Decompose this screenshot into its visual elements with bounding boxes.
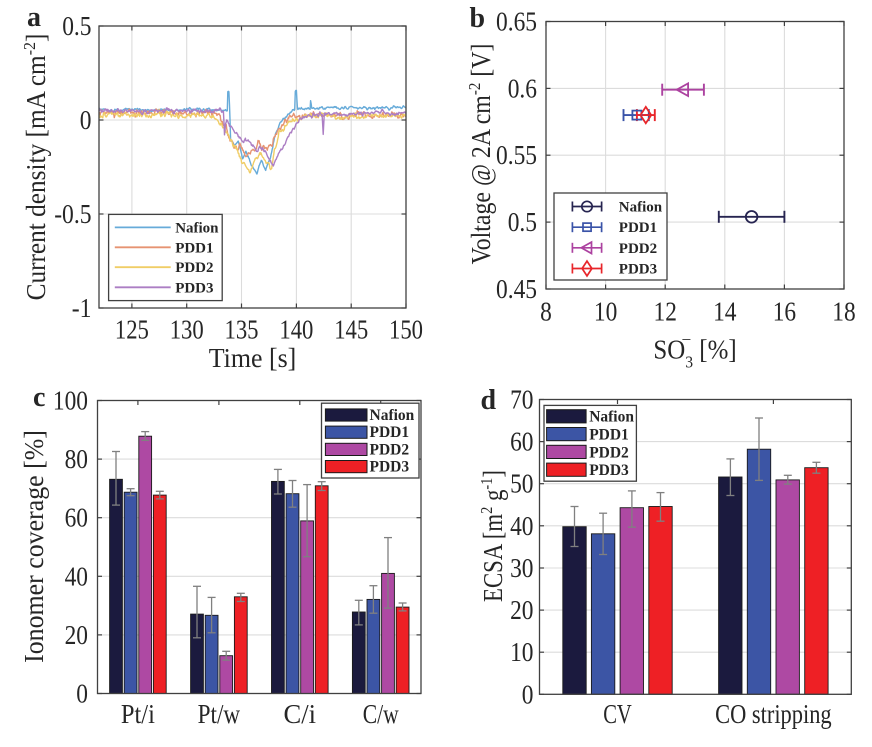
svg-text:20: 20: [510, 595, 533, 625]
svg-text:PDD2: PDD2: [175, 260, 213, 276]
svg-text:30: 30: [510, 553, 533, 583]
svg-text:Nafion: Nafion: [589, 409, 634, 426]
svg-text:50: 50: [510, 469, 533, 499]
svg-text:C/w: C/w: [363, 699, 399, 729]
svg-text:PDD2: PDD2: [370, 441, 410, 458]
svg-text:80: 80: [65, 444, 88, 474]
svg-text:10: 10: [594, 297, 617, 327]
svg-text:20: 20: [65, 620, 88, 650]
svg-text:Ionomer coverage [%]: Ionomer coverage [%]: [19, 430, 50, 663]
svg-text:12: 12: [654, 297, 677, 327]
svg-text:Voltage @ 2A cm-2 [V]: Voltage @ 2A cm-2 [V]: [466, 44, 497, 265]
svg-text:Nafion: Nafion: [619, 200, 663, 216]
svg-text:PDD1: PDD1: [175, 240, 213, 256]
svg-text:CO stripping: CO stripping: [715, 699, 832, 729]
svg-text:0: 0: [522, 679, 534, 709]
svg-text:PDD1: PDD1: [589, 427, 629, 444]
svg-text:150: 150: [389, 315, 423, 345]
svg-text:100: 100: [53, 386, 88, 416]
svg-text:16: 16: [773, 297, 796, 327]
svg-text:Pt/i: Pt/i: [121, 699, 155, 729]
svg-text:0.45: 0.45: [496, 274, 537, 304]
svg-text:40: 40: [510, 511, 533, 541]
svg-text:0: 0: [76, 679, 88, 709]
svg-text:60: 60: [510, 427, 533, 457]
svg-text:CV: CV: [603, 699, 632, 729]
svg-text:PDD3: PDD3: [589, 462, 629, 479]
svg-text:0.5: 0.5: [62, 11, 91, 41]
svg-text:PDD3: PDD3: [370, 459, 410, 476]
svg-text:-1: -1: [72, 293, 92, 323]
svg-text:a: a: [27, 2, 41, 33]
svg-text:60: 60: [65, 503, 88, 533]
svg-text:SO3– [%]: SO3– [%]: [653, 328, 736, 372]
svg-text:Nafion: Nafion: [175, 220, 219, 236]
svg-text:PDD1: PDD1: [619, 220, 657, 236]
svg-text:10: 10: [510, 637, 533, 667]
svg-text:ECSA [m2 g-1]: ECSA [m2 g-1]: [478, 470, 509, 602]
svg-text:135: 135: [225, 315, 259, 345]
svg-text:8: 8: [540, 297, 552, 327]
svg-text:130: 130: [170, 315, 204, 345]
svg-text:18: 18: [832, 297, 855, 327]
svg-text:Nafion: Nafion: [370, 407, 415, 424]
svg-text:d: d: [481, 385, 497, 416]
svg-text:PDD3: PDD3: [619, 262, 657, 278]
svg-text:PDD2: PDD2: [589, 444, 629, 461]
svg-text:C/i: C/i: [284, 699, 317, 729]
svg-text:c: c: [33, 382, 45, 413]
svg-text:-0.5: -0.5: [54, 199, 91, 229]
svg-text:PDD2: PDD2: [619, 241, 657, 257]
svg-text:40: 40: [65, 561, 88, 591]
svg-text:125: 125: [115, 315, 149, 345]
svg-text:PDD3: PDD3: [175, 280, 213, 296]
svg-text:Pt/w: Pt/w: [198, 699, 241, 729]
svg-text:b: b: [470, 3, 486, 34]
svg-text:Time [s]: Time [s]: [209, 343, 297, 374]
svg-text:140: 140: [279, 315, 313, 345]
svg-text:0: 0: [80, 105, 92, 135]
svg-text:70: 70: [510, 385, 533, 415]
svg-text:0.65: 0.65: [496, 7, 537, 37]
svg-text:14: 14: [713, 297, 737, 327]
svg-text:Current density [mA cm-2]: Current density [mA cm-2]: [20, 34, 52, 301]
svg-text:0.6: 0.6: [508, 73, 537, 103]
svg-text:0.55: 0.55: [496, 140, 537, 170]
svg-text:PDD1: PDD1: [370, 424, 410, 441]
svg-text:0.5: 0.5: [508, 207, 537, 237]
svg-text:145: 145: [334, 315, 368, 345]
